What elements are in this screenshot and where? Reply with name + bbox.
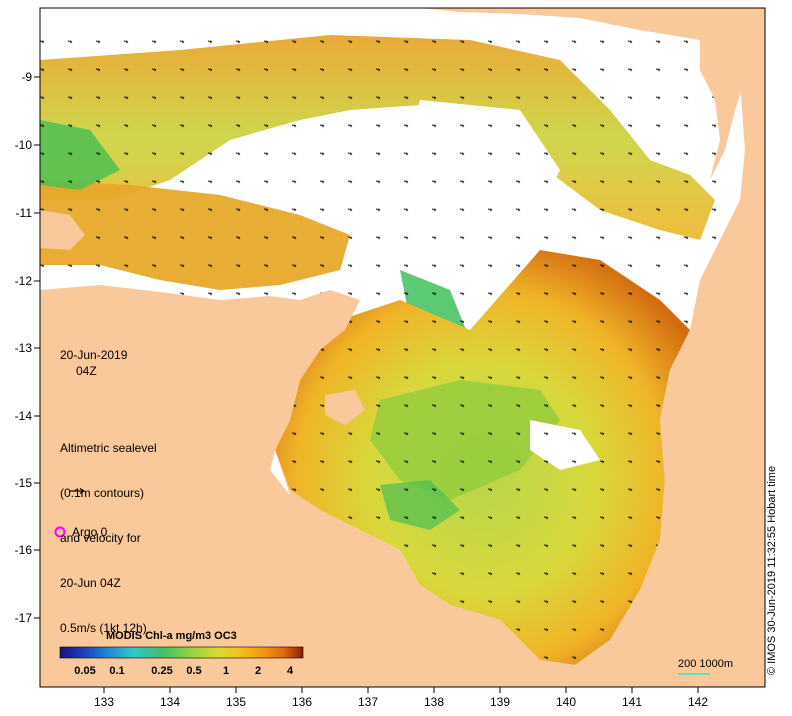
lat-axis (34, 76, 40, 619)
lat-tick-label: -14 (15, 409, 33, 423)
altimetry-line: and velocity for (60, 531, 141, 545)
lon-tick-label: 135 (226, 695, 246, 709)
lon-axis (103, 687, 699, 693)
credit-text: © IMOS 30-Jun-2019 11:32:55 Hobart time (766, 465, 778, 675)
lat-tick-label: -16 (15, 543, 33, 557)
altimetry-line: (0.1m contours) (60, 486, 145, 500)
colorbar-tick-label: 0.05 (74, 665, 95, 677)
argo-label: Argo 0 (72, 525, 108, 539)
lat-tick-label: -12 (15, 274, 33, 288)
land-new-guinea (420, 8, 765, 40)
lon-tick-label: 142 (688, 695, 708, 709)
gulf-coast-white (270, 450, 290, 495)
colorbar-tick-labels: 0.05 0.1 0.25 0.5 1 2 4 (74, 665, 294, 677)
land-northern-territory (40, 8, 765, 687)
lat-tick-labels: -9 -10 -11 -12 -13 -14 -15 -16 -17 (15, 70, 33, 625)
lon-tick-label: 134 (160, 695, 180, 709)
lat-tick-label: -13 (15, 341, 33, 355)
lon-tick-label: 137 (358, 695, 378, 709)
colorbar-title: MODIS Chl-a mg/m3 OC3 (106, 630, 237, 642)
lat-tick-label: -10 (15, 138, 33, 152)
altimetry-line: Altimetric sealevel (60, 441, 157, 455)
colorbar-tick-label: 1 (223, 665, 229, 677)
lon-tick-label: 136 (292, 695, 312, 709)
depth-scale-label: 200 1000m (678, 658, 734, 670)
lon-tick-label: 139 (490, 695, 510, 709)
land-tiwi-islands (40, 210, 85, 250)
colorbar-tick-label: 2 (255, 665, 261, 677)
lat-tick-label: -9 (21, 70, 32, 84)
time-label: 04Z (76, 364, 97, 378)
colorbar-tick-label: 0.25 (151, 665, 172, 677)
lon-tick-label: 140 (556, 695, 576, 709)
argo-marker-icon (54, 526, 66, 538)
lat-tick-label: -17 (15, 611, 33, 625)
land-cape-york (700, 8, 765, 180)
colorbar-tick-label: 0.1 (109, 665, 124, 677)
date-label: 20-Jun-2019 (60, 348, 128, 362)
lat-tick-label: -11 (16, 206, 33, 220)
lon-tick-label: 141 (622, 695, 642, 709)
altimetry-line: 0.5m/s (1kt 12h) (60, 621, 147, 635)
colorbar-tick-label: 0.5 (186, 665, 201, 677)
land-groote-eylandt (325, 390, 365, 425)
lon-tick-label: 138 (424, 695, 444, 709)
altimetry-legend: Altimetric sealevel (0.1m contours) and … (60, 411, 157, 651)
lat-tick-label: -15 (15, 476, 33, 490)
colorbar (59, 646, 304, 659)
velocity-scale-arrow-icon (70, 487, 85, 495)
lon-tick-labels: 133 134 135 136 137 138 139 140 141 142 (94, 695, 708, 709)
colorbar-tick-label: 4 (287, 665, 294, 677)
lon-tick-label: 133 (94, 695, 114, 709)
altimetry-line: 20-Jun 04Z (60, 576, 121, 590)
